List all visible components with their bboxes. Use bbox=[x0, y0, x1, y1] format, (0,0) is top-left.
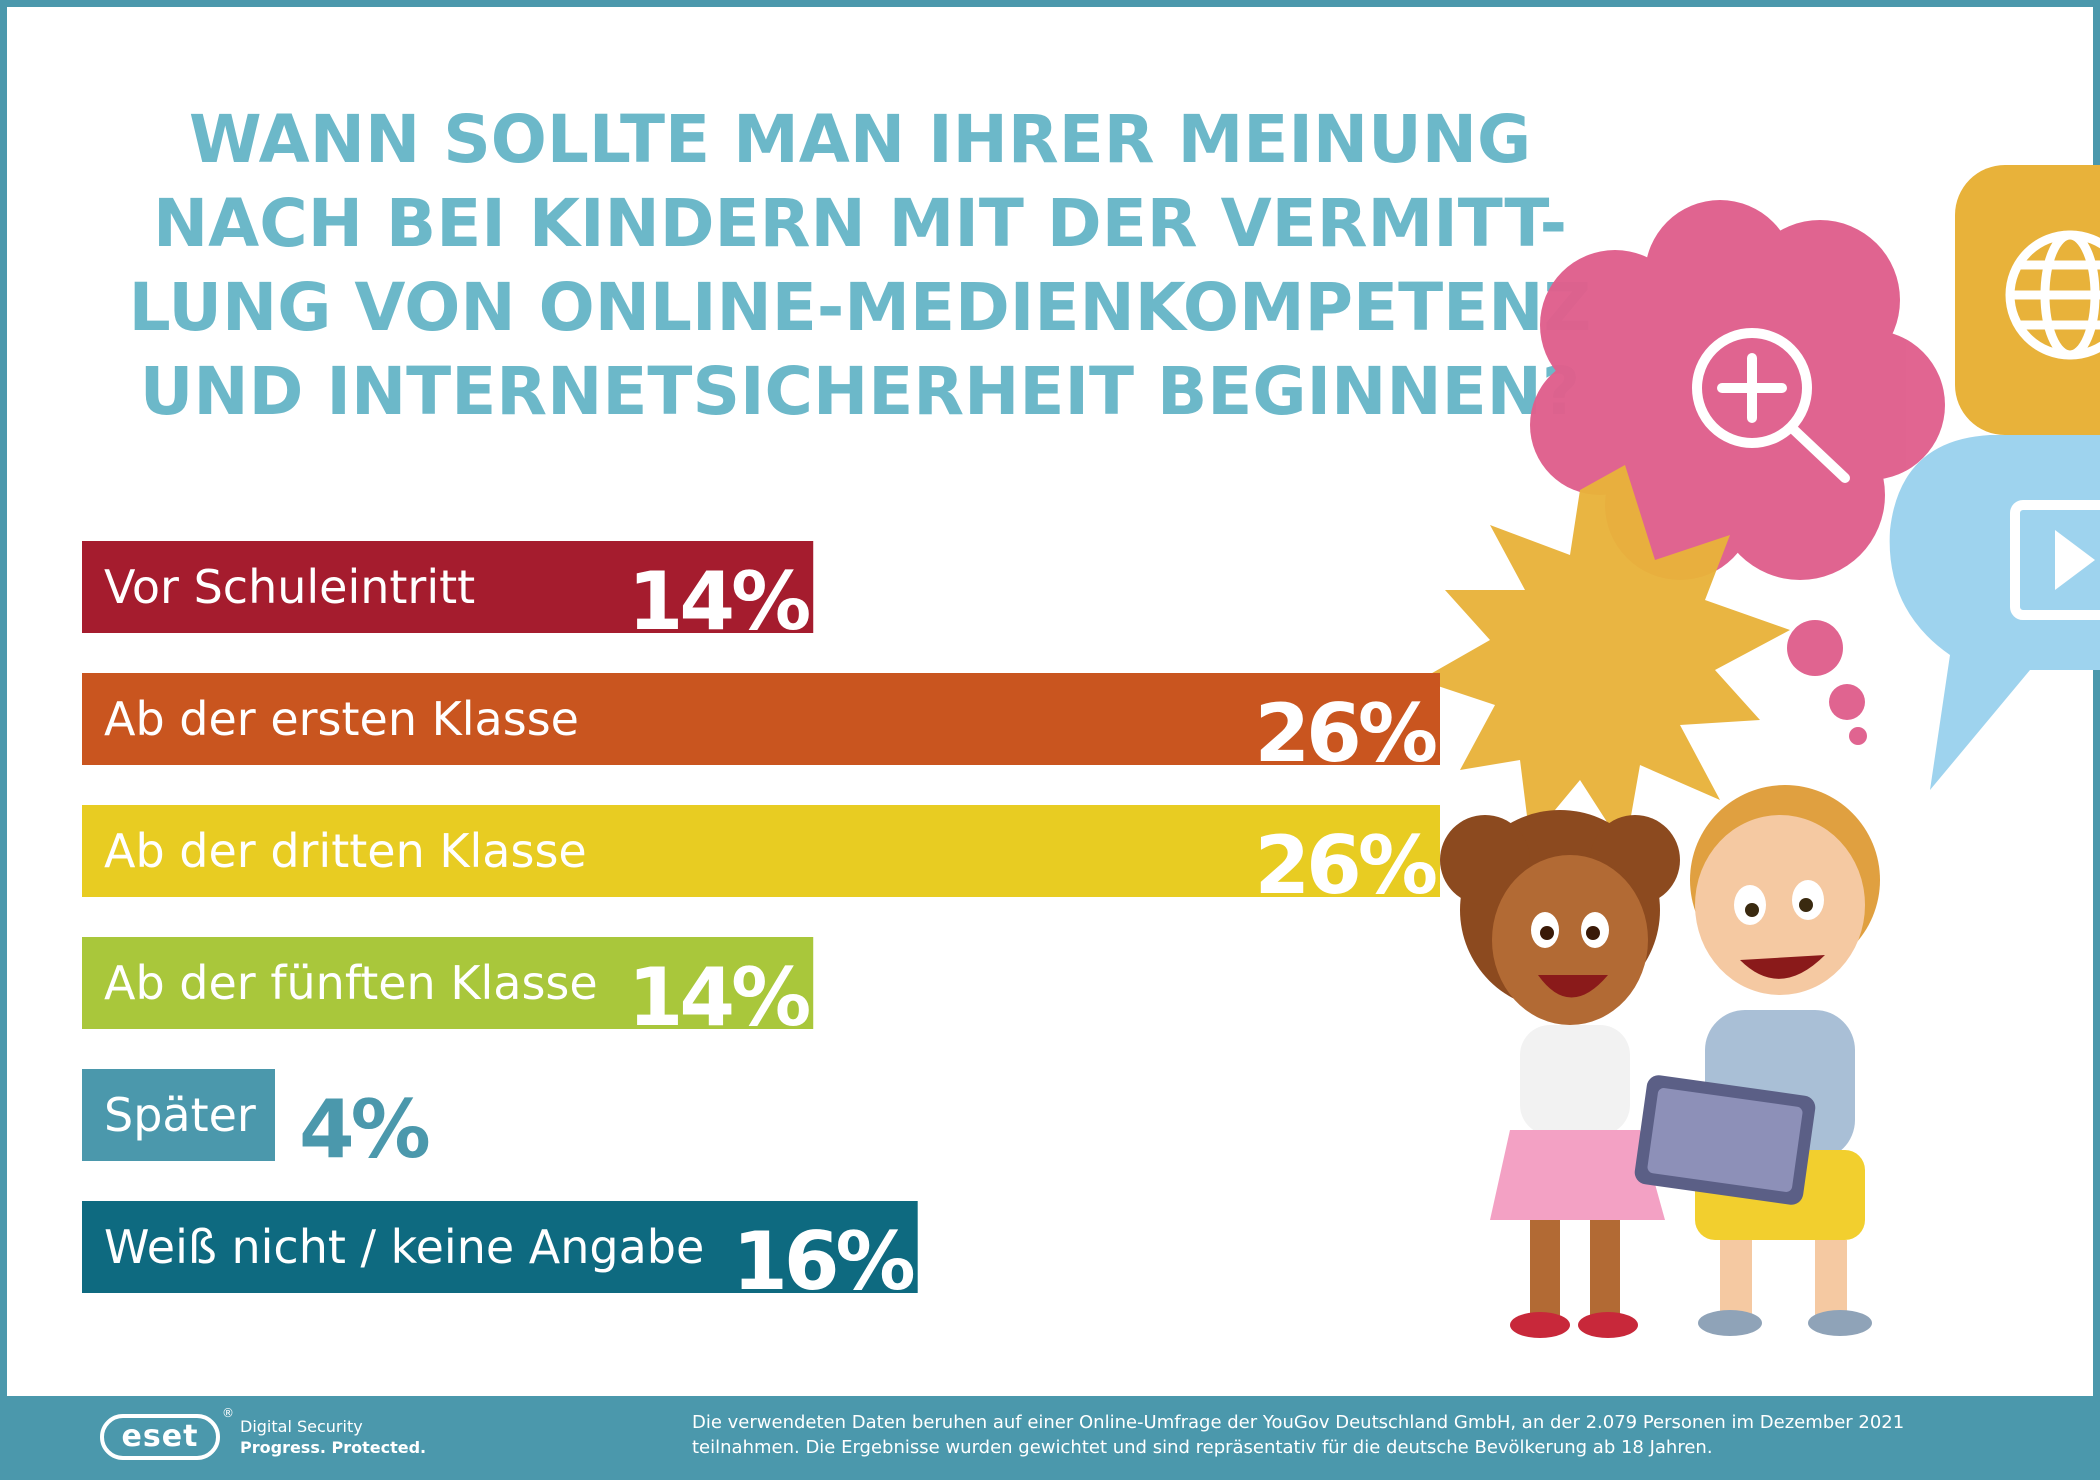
source-line-1: Die verwendeten Daten beruhen auf einer … bbox=[692, 1412, 1905, 1433]
page-title: WANN SOLLTE MAN IHRER MEINUNG NACH BEI K… bbox=[100, 98, 1620, 434]
bar-1 bbox=[82, 673, 1440, 765]
illustration-kids-with-tablet bbox=[1430, 165, 2100, 1338]
girl-figure bbox=[1440, 810, 1680, 1338]
source-note: Die verwendeten Daten beruhen auf einer … bbox=[692, 1410, 2022, 1460]
yellow-app-tile bbox=[1955, 165, 2100, 435]
tagline: Digital Security Progress. Protected. bbox=[240, 1416, 426, 1458]
category-label-3: Ab der fünften Klasse bbox=[104, 956, 598, 1010]
boy-figure bbox=[1690, 785, 1880, 1336]
category-label-5: Weiß nicht / keine Angabe bbox=[104, 1220, 704, 1274]
title-line-4: UND INTERNETSICHERHEIT BEGINNEN? bbox=[139, 353, 1581, 430]
bar-3 bbox=[82, 937, 814, 1029]
globe-icon bbox=[2005, 230, 2100, 360]
category-label-1: Ab der ersten Klasse bbox=[104, 692, 579, 746]
registered-mark: ® bbox=[222, 1406, 234, 1420]
tagline-line-2: Progress. Protected. bbox=[240, 1438, 427, 1457]
yellow-speech-burst bbox=[1430, 465, 1790, 850]
category-label-0: Vor Schuleintritt bbox=[104, 560, 475, 614]
category-label-2: Ab der dritten Klasse bbox=[104, 824, 587, 878]
value-label-5: 16% bbox=[732, 1215, 913, 1308]
value-label-1: 26% bbox=[1255, 687, 1436, 780]
bar-0 bbox=[82, 541, 814, 633]
bar-5 bbox=[82, 1201, 918, 1293]
blue-speech-bubble bbox=[1889, 435, 2100, 790]
value-label-3: 14% bbox=[628, 951, 809, 1044]
magnifier-plus-icon bbox=[1692, 328, 1850, 483]
value-label-0: 14% bbox=[628, 555, 809, 648]
tagline-line-1: Digital Security bbox=[240, 1417, 363, 1436]
title-line-3: LUNG VON ONLINE-MEDIENKOMPETENZ bbox=[128, 269, 1592, 346]
value-label-2: 26% bbox=[1255, 819, 1436, 912]
category-label-4: Später bbox=[104, 1088, 256, 1142]
bar-chart: Vor Schuleintritt 14% Ab der ersten Klasse… bbox=[82, 541, 1440, 1308]
tablet-icon bbox=[1634, 1075, 1816, 1205]
eset-logo: eset bbox=[100, 1414, 220, 1460]
footer-bar: eset ® Digital Security Progress. Protec… bbox=[0, 1396, 2100, 1480]
source-line-2: teilnahmen. Die Ergebnisse wurden gewich… bbox=[692, 1437, 1713, 1458]
play-icon bbox=[2010, 500, 2100, 620]
title-line-1: WANN SOLLTE MAN IHRER MEINUNG bbox=[188, 101, 1532, 178]
bar-4 bbox=[82, 1069, 275, 1161]
value-label-4: 4% bbox=[299, 1083, 429, 1176]
title-line-2: NACH BEI KINDERN MIT DER VERMITT- bbox=[152, 185, 1568, 262]
bar-2 bbox=[82, 805, 1440, 897]
